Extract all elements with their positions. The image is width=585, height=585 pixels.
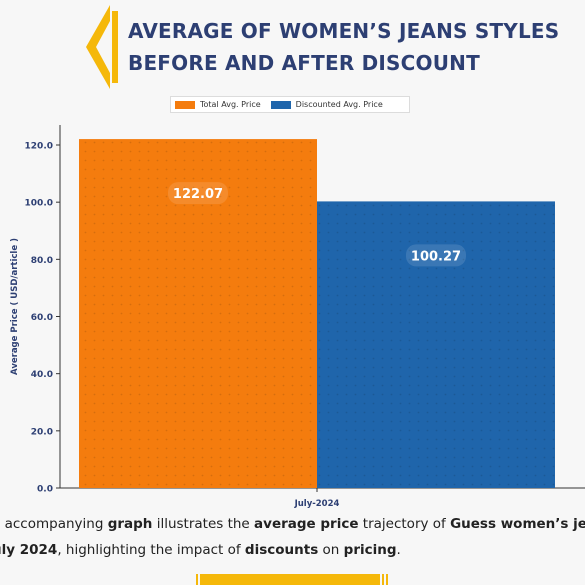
data-label: 122.07 xyxy=(173,187,223,202)
caption-line1-segment: e accompanying xyxy=(0,516,108,532)
y-tick-label: 40.0 xyxy=(31,370,53,380)
caption-line-1: e accompanying graph illustrates the ave… xyxy=(0,511,585,537)
chevron-left-icon xyxy=(86,5,110,89)
caption-line1-segment: trajectory of xyxy=(358,516,451,532)
y-tick-label: 0.0 xyxy=(37,485,53,495)
title-block: AVERAGE OF WOMEN’S JEANS STYLES BEFORE A… xyxy=(86,5,566,89)
legend-swatch-discounted xyxy=(270,100,291,109)
y-tick-label: 60.0 xyxy=(31,313,53,323)
caption-line2-segment: , highlighting the impact of xyxy=(57,542,245,558)
legend-label-total: Total Avg. Price xyxy=(200,100,261,109)
legend-label-discounted: Discounted Avg. Price xyxy=(295,100,383,109)
caption: e accompanying graph illustrates the ave… xyxy=(0,511,585,563)
caption-line1-segment: graph xyxy=(107,516,153,532)
caption-line1-segment: Guess women’s jea xyxy=(450,516,585,532)
title-line-2: BEFORE AND AFTER DISCOUNT xyxy=(128,51,480,75)
title-line-1: AVERAGE OF WOMEN’S JEANS STYLES xyxy=(128,19,560,43)
bar-texture xyxy=(317,201,555,488)
title-accent-bar xyxy=(112,11,118,83)
page-title: AVERAGE OF WOMEN’S JEANS STYLES BEFORE A… xyxy=(128,15,559,79)
y-tick-label: 80.0 xyxy=(31,256,53,266)
legend-item-total: Total Avg. Price xyxy=(175,100,261,109)
caption-line1-segment: average price xyxy=(254,516,359,532)
caption-line2-segment: discounts xyxy=(244,542,319,558)
data-label-background xyxy=(168,182,228,205)
y-tick-label: 120.0 xyxy=(25,142,53,152)
chart-legend: Total Avg. Price Discounted Avg. Price xyxy=(170,96,410,113)
caption-line1-segment: illustrates the xyxy=(152,516,255,532)
caption-line2-segment: pricing xyxy=(343,542,397,558)
caption-line2-segment: on xyxy=(318,542,344,558)
y-tick-label: 100.0 xyxy=(25,199,53,209)
data-label: 100.27 xyxy=(411,249,461,264)
caption-line2-segment: . xyxy=(396,542,401,558)
bottom-accent-bar xyxy=(194,574,388,585)
bar-texture xyxy=(79,139,317,489)
y-axis-label: Average Price ( USD/article ) xyxy=(10,238,20,375)
bar-chart: 0.0 20.0 40.0 60.0 80.0 100.0 120.0 Average Pri… xyxy=(10,125,585,509)
legend-item-discounted: Discounted Avg. Price xyxy=(270,100,383,109)
y-tick-label: 20.0 xyxy=(31,427,53,437)
caption-line2-segment: uly 2024 xyxy=(0,542,58,558)
caption-line-2: uly 2024, highlighting the impact of dis… xyxy=(0,537,585,563)
legend-swatch-total xyxy=(175,100,195,109)
x-tick-label: July-2024 xyxy=(294,499,340,509)
data-label-background xyxy=(406,244,466,267)
